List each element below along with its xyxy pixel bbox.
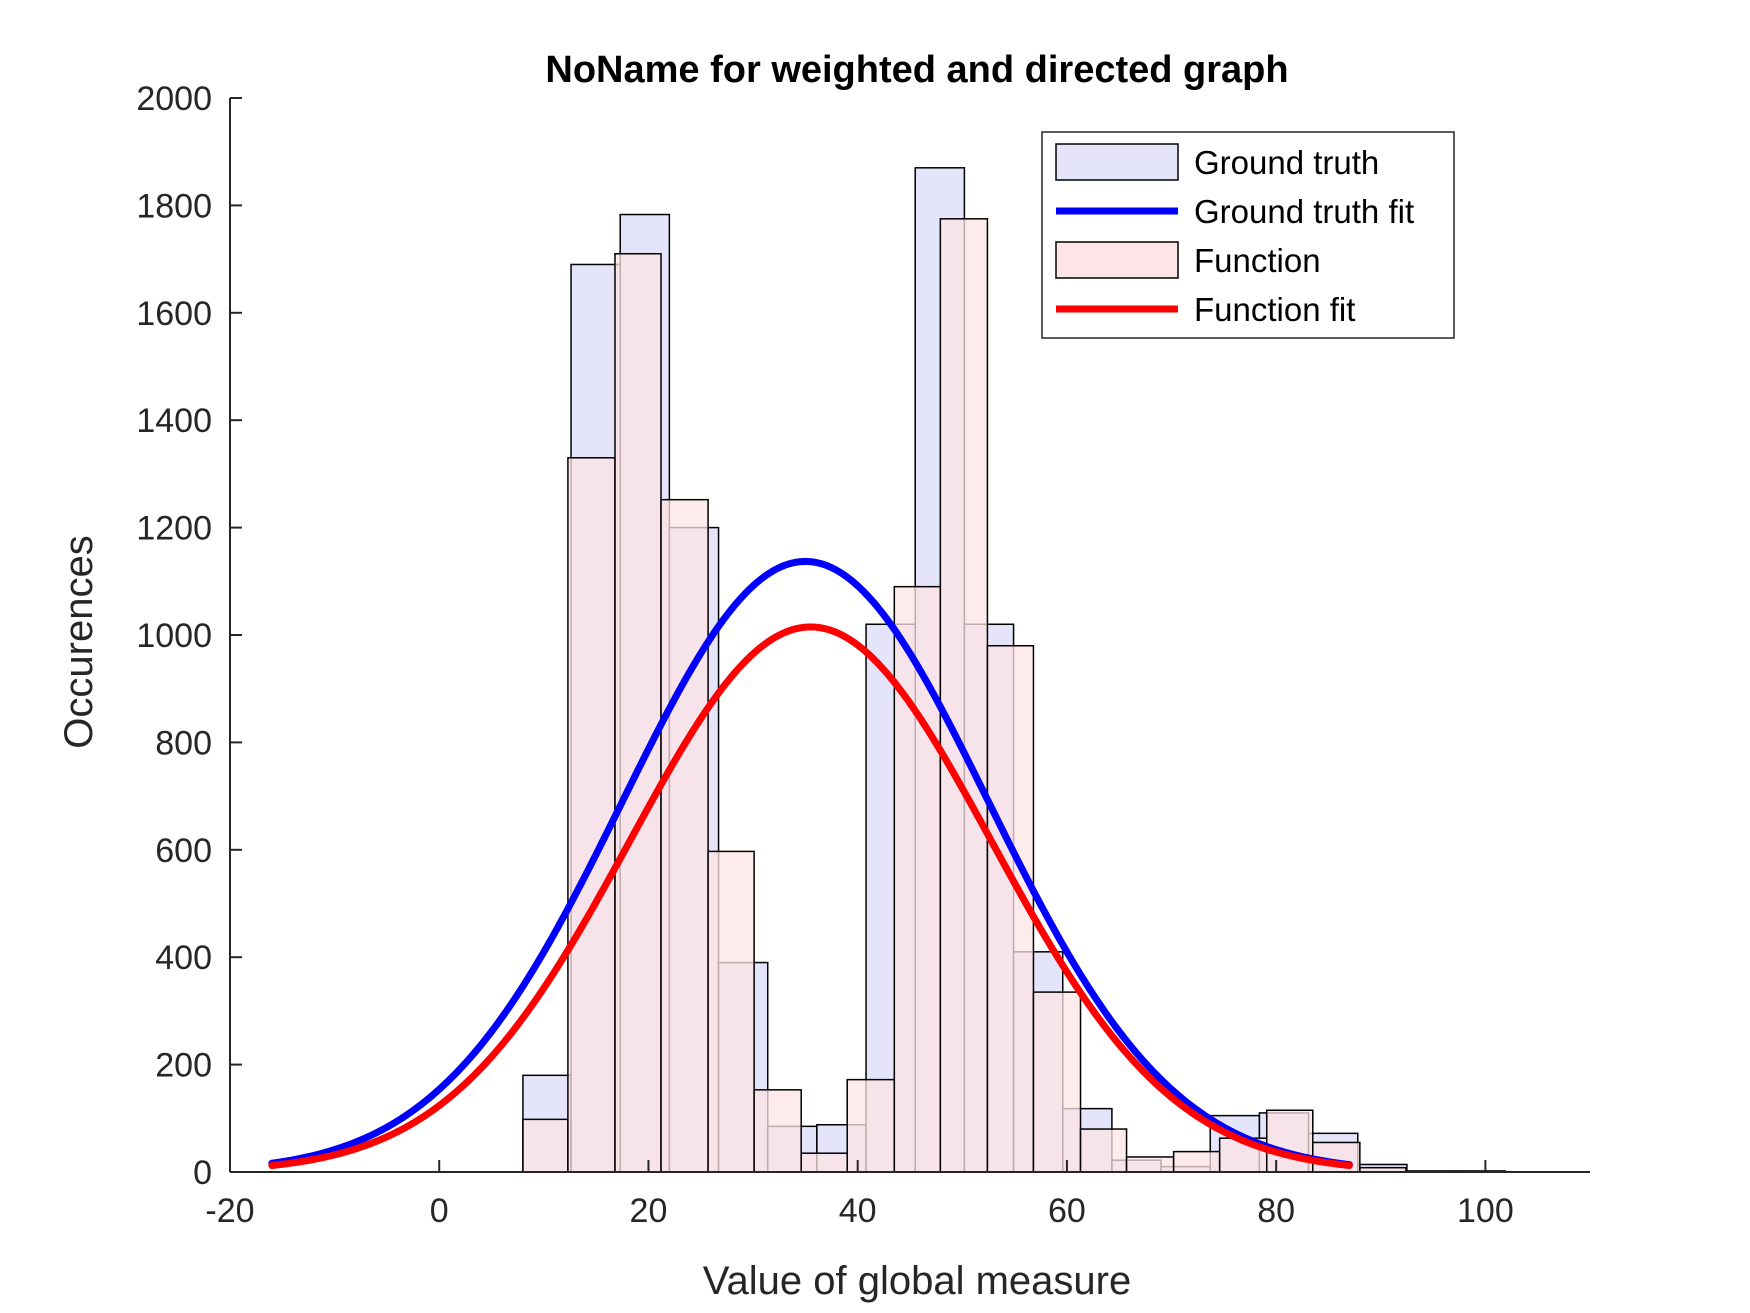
legend-label: Function	[1194, 242, 1321, 279]
x-tick-label: 80	[1257, 1192, 1295, 1230]
function-bar-2	[567, 457, 616, 1173]
y-axis-label: Occurences	[57, 535, 101, 748]
y-tick-label: 0	[193, 1154, 212, 1192]
y-tick-label: 1600	[136, 295, 212, 333]
y-tick-label: 1400	[136, 402, 212, 440]
legend-label: Ground truth fit	[1194, 193, 1414, 230]
function-bar-8	[846, 1078, 896, 1173]
function-bar-13	[1079, 1128, 1128, 1173]
legend: Ground truth Ground truth fit Function Func…	[1041, 131, 1455, 339]
y-tick-label: 2000	[136, 80, 212, 118]
function-bar-3	[614, 252, 662, 1173]
y-tick-label: 200	[155, 1047, 212, 1085]
function-bar-12	[1032, 991, 1082, 1173]
function-bar-4	[660, 498, 709, 1173]
x-tick-label: 100	[1457, 1192, 1514, 1230]
x-tick-label: 20	[630, 1192, 668, 1230]
function-bar-14	[1125, 1156, 1175, 1173]
y-tick-label: 1000	[136, 617, 212, 655]
function-bar-15	[1172, 1150, 1221, 1173]
x-tick-label: 0	[430, 1192, 449, 1230]
x-tick-label: -20	[205, 1192, 254, 1230]
legend-label: Ground truth	[1194, 144, 1379, 181]
function-bar-1	[522, 1118, 569, 1173]
tick-marks: -20 0 20 40 60 80 1000200400600800100012001400…	[136, 80, 1513, 1230]
y-tick-label: 600	[155, 832, 212, 870]
y-tick-label: 400	[155, 939, 212, 977]
function-bar-6	[753, 1089, 802, 1173]
x-tick-label: 60	[1048, 1192, 1086, 1230]
y-tick-label: 800	[155, 724, 212, 762]
legend-label: Function fit	[1194, 291, 1355, 328]
x-tick-label: 40	[839, 1192, 877, 1230]
function-bar-7	[800, 1152, 848, 1173]
legend-swatch-patch	[1055, 143, 1179, 181]
function-fit-line	[268, 623, 1353, 1170]
chart-title: NoName for weighted and directed graph	[545, 49, 1288, 91]
function-bars	[522, 218, 1407, 1173]
function-bar-5	[707, 850, 755, 1173]
function-bar-9	[893, 585, 942, 1173]
function-bar-17	[1265, 1109, 1314, 1173]
function-bar-10	[939, 218, 989, 1173]
y-tick-label: 1200	[136, 510, 212, 548]
fit-lines	[268, 557, 1353, 1170]
ground-truth-fit-line	[268, 557, 1353, 1169]
y-tick-label: 1800	[136, 187, 212, 225]
x-axis-label: Value of global measure	[703, 1259, 1131, 1303]
legend-swatch-patch	[1055, 241, 1179, 279]
